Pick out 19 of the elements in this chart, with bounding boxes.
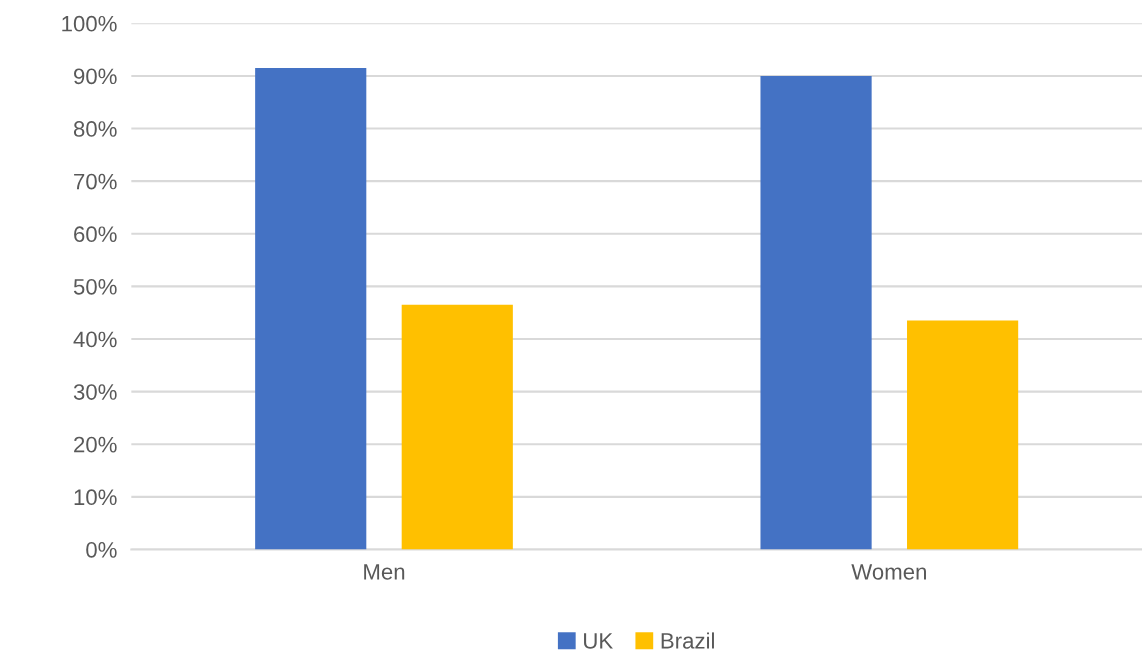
legend-label: Brazil [661, 632, 714, 649]
x-tick-label: Men [364, 564, 405, 580]
y-tick-label: 100% [62, 15, 117, 32]
x-tick-label: Women [851, 564, 926, 580]
y-tick-label: 80% [73, 121, 117, 137]
bar [255, 68, 367, 550]
bar [907, 320, 1019, 550]
y-tick-label: 20% [74, 436, 117, 453]
bar [401, 304, 513, 550]
y-tick-label: 30% [73, 384, 117, 400]
bar [760, 75, 872, 550]
y-tick-label: 70% [74, 173, 117, 190]
y-tick-label: 90% [74, 68, 117, 85]
y-tick-label: 40% [73, 331, 117, 348]
y-tick-label: 10% [74, 489, 117, 506]
y-tick-label: 50% [73, 278, 117, 295]
y-tick-label: 0% [86, 541, 117, 558]
y-tick-label: 60% [74, 226, 117, 243]
legend-label: UK [584, 633, 613, 649]
